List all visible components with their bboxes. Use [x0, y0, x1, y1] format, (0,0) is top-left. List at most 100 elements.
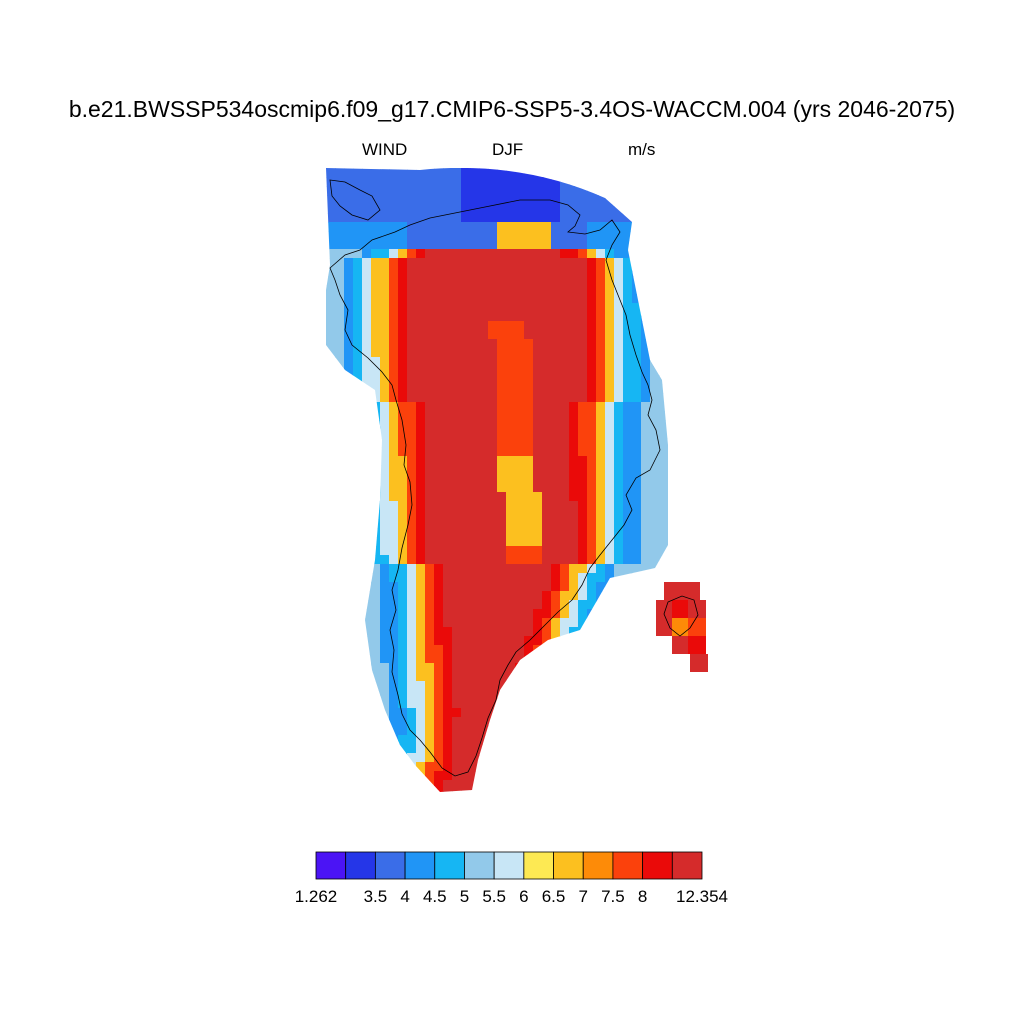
wind-grid-cell — [524, 411, 534, 421]
wind-grid-cell — [398, 240, 408, 250]
coastline-north-island — [329, 179, 381, 221]
wind-grid-cell — [524, 420, 534, 430]
wind-grid-cell — [452, 627, 462, 637]
wind-grid-cell — [515, 483, 525, 493]
wind-grid-cell — [605, 303, 615, 313]
wind-grid-cell — [560, 294, 570, 304]
wind-grid-cell — [389, 510, 399, 520]
wind-grid-cell — [452, 780, 462, 790]
wind-grid-cell — [506, 465, 516, 475]
wind-grid-cell — [380, 510, 390, 520]
wind-grid-cell — [623, 384, 633, 394]
wind-grid-cell — [353, 303, 363, 313]
wind-grid-cell — [452, 726, 462, 736]
wind-grid-cell — [650, 447, 660, 457]
wind-grid-cell — [380, 690, 390, 700]
wind-grid-cell — [488, 303, 498, 313]
wind-grid-cell — [488, 393, 498, 403]
wind-grid-cell — [497, 231, 507, 241]
wind-grid-cell — [587, 213, 597, 223]
wind-grid-cell — [506, 294, 516, 304]
wind-grid-cell — [569, 267, 579, 277]
wind-grid-cell — [614, 366, 624, 376]
wind-grid-cell — [434, 258, 444, 268]
wind-grid-cell — [488, 375, 498, 385]
wind-grid-cell — [542, 474, 552, 484]
wind-grid-cell — [533, 519, 543, 529]
wind-grid-cell — [542, 240, 552, 250]
wind-grid-cell — [470, 447, 480, 457]
wind-grid-cell — [533, 366, 543, 376]
wind-grid-cell — [470, 483, 480, 493]
wind-grid-cell — [470, 213, 480, 223]
wind-grid-cell — [578, 582, 588, 592]
wind-grid-cell — [533, 501, 543, 511]
wind-grid-cell — [623, 465, 633, 475]
wind-grid-cell — [569, 186, 579, 196]
wind-grid-cell — [587, 474, 597, 484]
wind-grid-cell — [353, 222, 363, 232]
wind-grid-cell — [389, 582, 399, 592]
wind-grid-cell — [533, 582, 543, 592]
wind-grid-cell — [407, 474, 417, 484]
units-label: m/s — [628, 140, 656, 159]
wind-grid-cell — [506, 222, 516, 232]
wind-grid-cell — [614, 420, 624, 430]
wind-grid-cell — [524, 258, 534, 268]
wind-grid-cell — [560, 573, 570, 583]
wind-grid-cell — [371, 348, 381, 358]
wind-grid-cell — [578, 204, 588, 214]
wind-grid-cell — [524, 582, 534, 592]
colorbar-box — [434, 851, 465, 880]
wind-grid-cell — [596, 330, 606, 340]
wind-grid-cell — [614, 492, 624, 502]
wind-grid-cell — [515, 312, 525, 322]
wind-grid-cell — [416, 348, 426, 358]
wind-grid-cell — [569, 375, 579, 385]
wind-grid-cell — [443, 609, 453, 619]
wind-grid-cell — [569, 537, 579, 547]
wind-grid-cell — [407, 330, 417, 340]
wind-grid-cell — [380, 492, 390, 502]
wind-grid-cell — [614, 411, 624, 421]
wind-grid-cell — [407, 609, 417, 619]
colorbar-box — [345, 851, 376, 880]
wind-grid-cell — [659, 528, 668, 538]
wind-grid-cell — [497, 357, 507, 367]
wind-grid-cell — [407, 510, 417, 520]
wind-grid-cell — [560, 276, 570, 286]
wind-grid-cell — [479, 645, 489, 655]
wind-grid-cell — [524, 249, 534, 259]
wind-grid-cell — [497, 258, 507, 268]
wind-grid-cell — [470, 600, 480, 610]
wind-grid-cell — [434, 240, 444, 250]
wind-grid-cell — [560, 285, 570, 295]
wind-grid-cell — [506, 231, 516, 241]
wind-grid-cell — [425, 600, 435, 610]
wind-grid-cell — [335, 213, 345, 223]
wind-grid-cell — [596, 375, 606, 385]
wind-grid-cell — [425, 735, 435, 745]
wind-grid-cell — [470, 384, 480, 394]
wind-grid-cell — [407, 636, 417, 646]
wind-grid-cell — [524, 465, 534, 475]
wind-grid-cell — [353, 186, 363, 196]
wind-grid-cell — [623, 285, 633, 295]
wind-grid-cell — [326, 186, 336, 196]
wind-grid-cell — [407, 204, 417, 214]
wind-grid-cell — [515, 555, 525, 565]
wind-grid-cell — [407, 429, 417, 439]
wind-grid-cell — [389, 357, 399, 367]
wind-grid-cell — [632, 501, 642, 511]
wind-grid-cell — [461, 690, 471, 700]
wind-grid-cell — [497, 222, 507, 232]
wind-grid-cell — [542, 213, 552, 223]
wind-grid-cell — [389, 348, 399, 358]
wind-grid-cell — [452, 654, 462, 664]
wind-grid-cell — [497, 312, 507, 322]
wind-grid-cell — [407, 708, 417, 718]
wind-grid-cell — [497, 618, 507, 628]
wind-grid-cell — [542, 609, 552, 619]
wind-grid-cell — [389, 483, 399, 493]
wind-grid-cell — [452, 753, 462, 763]
